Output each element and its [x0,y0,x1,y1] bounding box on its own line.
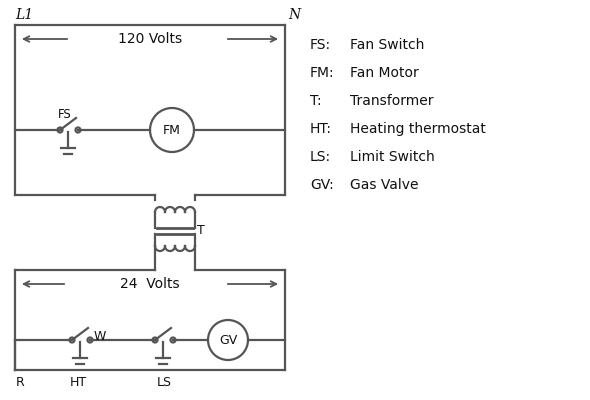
Text: LS:: LS: [310,150,331,164]
Text: T:: T: [310,94,322,108]
Text: Fan Switch: Fan Switch [350,38,424,52]
Text: 24  Volts: 24 Volts [120,277,180,291]
Text: Fan Motor: Fan Motor [350,66,419,80]
Text: LS: LS [157,376,172,388]
Text: Heating thermostat: Heating thermostat [350,122,486,136]
Text: HT:: HT: [310,122,332,136]
Text: T: T [197,224,205,238]
Text: FM: FM [163,124,181,136]
Text: L1: L1 [15,8,33,22]
Text: Transformer: Transformer [350,94,434,108]
Text: FS: FS [58,108,72,120]
Text: 120 Volts: 120 Volts [118,32,182,46]
Text: R: R [16,376,25,388]
Text: HT: HT [70,376,87,388]
Text: N: N [288,8,300,22]
Text: FM:: FM: [310,66,335,80]
Text: Gas Valve: Gas Valve [350,178,418,192]
Text: FS:: FS: [310,38,331,52]
Text: GV: GV [219,334,237,346]
Text: W: W [94,330,106,344]
Text: Limit Switch: Limit Switch [350,150,435,164]
Text: GV:: GV: [310,178,334,192]
